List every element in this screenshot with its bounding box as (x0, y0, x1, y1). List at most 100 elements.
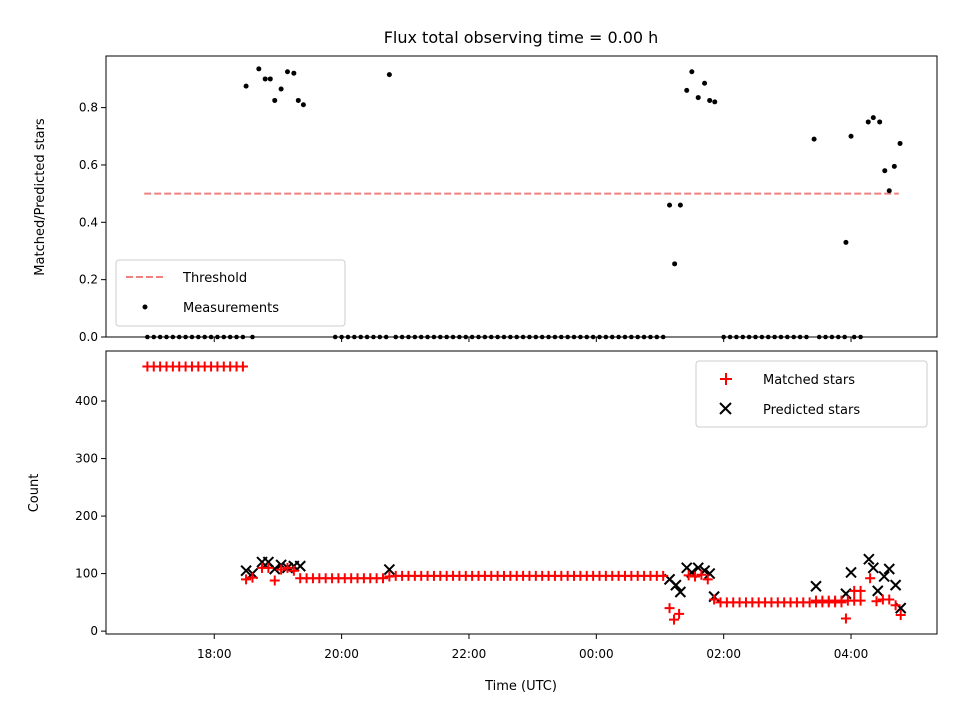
measurement-point (843, 239, 849, 245)
ratio-y-axis-label: Matched/Predicted stars (33, 118, 48, 276)
matched-star-point (709, 594, 720, 605)
count-x-tick-label: 00:00 (579, 647, 614, 661)
measurement-point (672, 261, 678, 267)
predicted-star-point (810, 580, 822, 592)
matched-star-point (895, 610, 906, 621)
matched-star-point (276, 564, 287, 575)
measurement-point (689, 69, 695, 75)
measurement-point (291, 70, 297, 76)
matched-star-point (890, 600, 901, 611)
measurement-point (272, 97, 278, 103)
measurement-point (243, 83, 249, 89)
matched-star-point (884, 594, 895, 605)
count-panel: 0 100 200 300 400 18:00 20:00 22:00 00:00 02:00 0… (27, 350, 938, 694)
measurement-point (684, 87, 690, 93)
count-x-axis: 18:00 20:00 22:00 00:00 02:00 04:00 (197, 634, 868, 661)
measurement-point (811, 136, 817, 142)
matched-star-point (378, 573, 388, 584)
matched-star-point (288, 565, 299, 576)
measurement-point (848, 133, 854, 139)
ratio-panel: Flux total observing time = 0.00 h 0.00.… (33, 28, 938, 344)
ratio-y-axis: 0.0 0.2 0.4 0.6 0.8 (79, 101, 106, 344)
ratio-y-tick-label: 0.8 (79, 101, 98, 115)
measurement-point (707, 97, 713, 103)
legend-threshold-label: Threshold (182, 271, 247, 286)
legend-predicted-swatch (719, 402, 732, 415)
predicted-star-point (867, 562, 880, 574)
legend-matched-swatch (720, 373, 732, 385)
measurement-point (702, 80, 708, 86)
predicted-star-point (383, 563, 396, 576)
predicted-star-point (240, 565, 252, 577)
count-y-axis-label: Count (27, 474, 42, 513)
measurement-point (897, 140, 903, 146)
count-legend-box (695, 360, 928, 428)
matched-star-point (664, 603, 675, 614)
measurement-point (278, 86, 284, 92)
measurement-point (865, 119, 871, 125)
predicted-star-point (703, 567, 716, 580)
count-x-tick-label: 04:00 (834, 647, 869, 661)
count-y-tick-label: 200 (75, 509, 98, 523)
predicted-star-point (863, 553, 875, 565)
ratio-y-tick-label: 0.6 (79, 158, 98, 172)
measurement-point (300, 102, 306, 108)
ratio-x-axis (213, 337, 852, 342)
matched-star-point (865, 573, 876, 584)
matched-star-point (669, 614, 680, 625)
matched-star-point (237, 361, 248, 372)
matched-star-point (263, 562, 274, 573)
count-y-axis: 0 100 200 300 400 (75, 394, 106, 638)
count-legend: Matched stars Predicted stars (695, 360, 928, 428)
measurement-point (870, 115, 876, 121)
matched-star-point (658, 570, 669, 581)
legend-predicted-label: Predicted stars (763, 403, 860, 418)
count-plot-area (142, 361, 907, 625)
measurement-point (886, 188, 892, 194)
predicted-star-point (883, 563, 895, 575)
chart-title: Flux total observing time = 0.00 h (384, 28, 659, 47)
measurement-point (262, 76, 268, 82)
matched-star-point (674, 608, 685, 619)
ratio-y-tick-label: 0.2 (79, 273, 98, 287)
matched-star-point (282, 562, 293, 573)
measurement-point (267, 76, 273, 82)
matched-star-point (840, 613, 851, 624)
measurement-point (284, 69, 290, 75)
legend-measurements-label: Measurements (183, 301, 279, 316)
predicted-star-point (845, 566, 857, 579)
matched-star-point (855, 585, 866, 596)
count-y-tick-label: 400 (75, 394, 98, 408)
count-y-tick-label: 0 (90, 624, 98, 638)
measurement-point (295, 97, 301, 103)
matched-star-point (690, 571, 701, 582)
count-x-tick-label: 18:00 (197, 647, 232, 661)
x-axis-label: Time (UTC) (484, 679, 557, 694)
measurement-point (712, 99, 718, 105)
predicted-star-point (670, 579, 682, 591)
matched-star-point (696, 569, 707, 580)
count-y-tick-label: 300 (75, 452, 98, 466)
matched-star-point (241, 574, 252, 585)
ratio-legend-box (115, 259, 346, 327)
predicted-star-point (269, 563, 281, 575)
measurement-point (891, 163, 897, 169)
ratio-plot-area (144, 66, 903, 340)
matched-star-point (384, 571, 395, 582)
measurement-point (386, 72, 392, 78)
count-x-tick-label: 02:00 (706, 647, 741, 661)
count-x-tick-label: 22:00 (452, 647, 487, 661)
matched-star-point (269, 575, 280, 586)
predicted-star-point (872, 585, 884, 597)
matched-star-point (702, 574, 713, 585)
matched-star-point (683, 570, 694, 581)
matched-star-point (247, 572, 258, 583)
matched-star-point (871, 596, 882, 607)
measurement-point (667, 202, 673, 208)
matched-star-point (855, 595, 866, 606)
predicted-star-point (878, 570, 890, 583)
count-x-tick-label: 20:00 (324, 647, 359, 661)
legend-matched-label: Matched stars (763, 373, 855, 388)
